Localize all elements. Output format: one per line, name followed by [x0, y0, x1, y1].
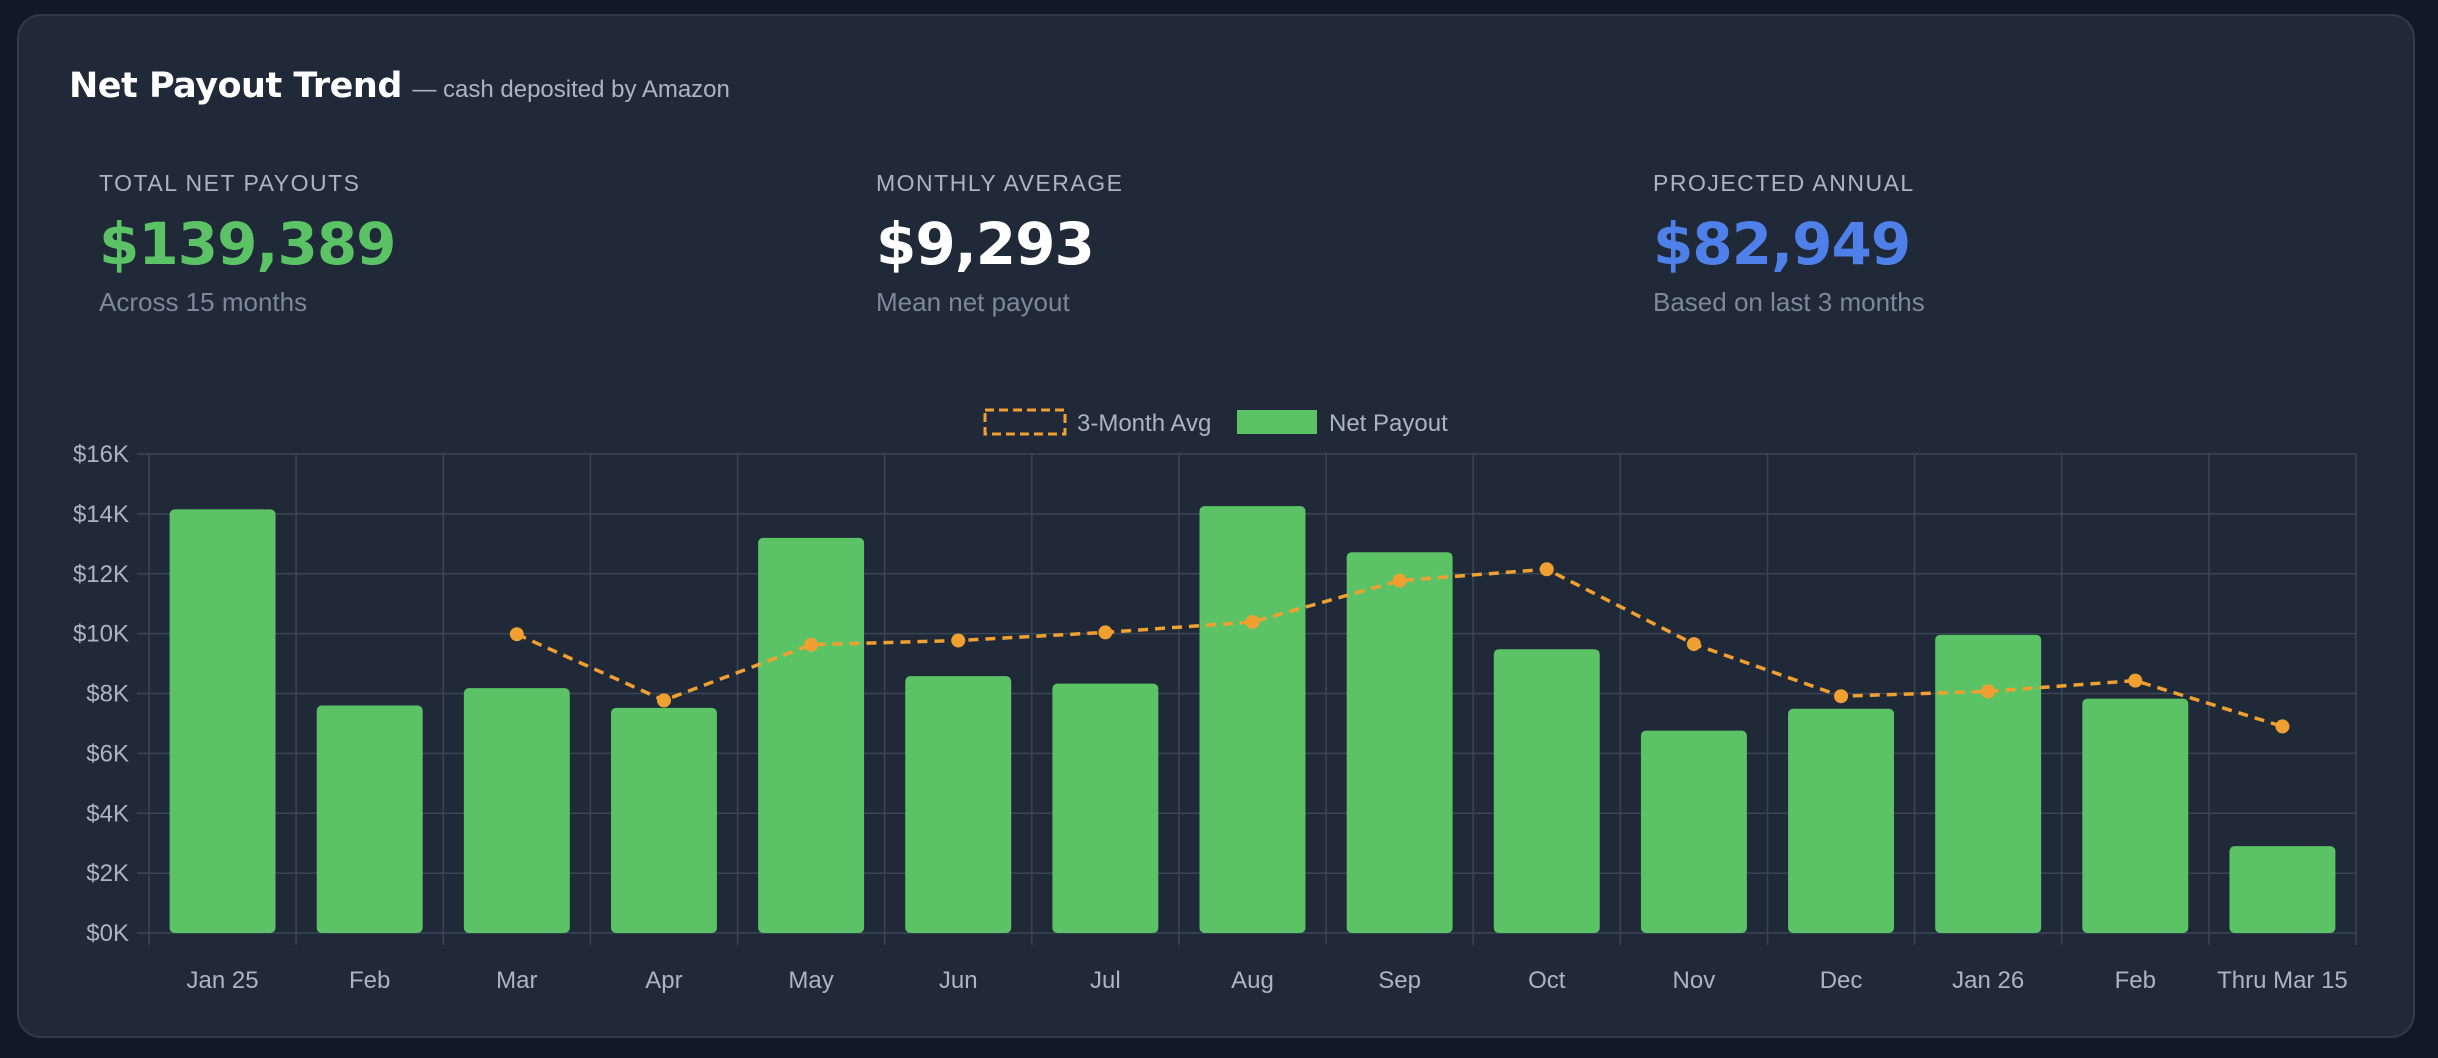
bar-net-payout [1199, 506, 1306, 933]
point-3-month-avg [1098, 625, 1113, 640]
chart-title: Net Payout Trend [69, 66, 402, 106]
stat-label: PROJECTED ANNUAL [1653, 170, 1915, 196]
bar-net-payout [2082, 698, 2189, 933]
net-payout-chart: $0K $2K $4K $6K $8K $10K $12K $14K $16K Jan 25 Feb… [73, 408, 2357, 994]
stat-label: TOTAL NET PAYOUTS [99, 170, 361, 196]
point-3-month-avg [509, 627, 524, 642]
stat-projected-annual: PROJECTED ANNUAL $82,949 Based on last 3… [1653, 170, 1925, 318]
point-3-month-avg [1392, 573, 1407, 588]
bar-net-payout [169, 509, 276, 933]
point-3-month-avg [1834, 689, 1849, 704]
stat-total-net-payouts: TOTAL NET PAYOUTS $139,389 Across 15 mon… [99, 170, 397, 318]
bar-net-payout [905, 676, 1012, 933]
y-tick-label: $2K [86, 860, 129, 887]
chart-header: Net Payout Trend — cash deposited by Ama… [69, 66, 730, 106]
x-tick-label: Oct [1528, 967, 1566, 994]
stat-sub: Across 15 months [99, 287, 308, 317]
point-3-month-avg [1981, 684, 1996, 699]
bar-net-payout [463, 688, 570, 933]
bar-net-payout [1346, 552, 1453, 933]
x-tick-label: Aug [1231, 967, 1274, 994]
y-tick-label: $4K [86, 800, 129, 827]
legend-swatch-net-payout [1237, 410, 1317, 434]
bar-net-payout [1640, 730, 1747, 933]
stat-value: $82,949 [1653, 210, 1911, 278]
point-3-month-avg [1686, 637, 1701, 652]
x-tick-label: Sep [1378, 967, 1421, 994]
point-3-month-avg [804, 637, 819, 652]
x-tick-label: Feb [2115, 967, 2156, 994]
point-3-month-avg [656, 693, 671, 708]
legend-label-net-payout: Net Payout [1329, 410, 1448, 437]
y-tick-label: $12K [73, 561, 129, 588]
y-tick-label: $16K [73, 441, 129, 468]
x-tick-label: Jan 25 [187, 967, 259, 994]
x-tick-label: Jun [939, 967, 978, 994]
x-tick-label: May [788, 967, 833, 994]
point-3-month-avg [2128, 673, 2143, 688]
y-tick-label: $6K [86, 740, 129, 767]
x-tick-label: Feb [349, 967, 390, 994]
stat-monthly-average: MONTHLY AVERAGE $9,293 Mean net payout [876, 170, 1123, 318]
x-tick-label: Jan 26 [1952, 967, 2024, 994]
chart-subtitle: — cash deposited by Amazon [412, 76, 730, 103]
stat-value: $9,293 [876, 210, 1095, 278]
stat-sub: Mean net payout [876, 287, 1070, 317]
point-3-month-avg [951, 633, 966, 648]
bar-net-payout [1052, 683, 1159, 933]
point-3-month-avg [1245, 614, 1260, 629]
bar-net-payout [1493, 649, 1600, 933]
y-tick-label: $0K [86, 920, 129, 947]
x-tick-label: Jul [1090, 967, 1121, 994]
legend-label-3-month-avg: 3-Month Avg [1077, 410, 1211, 437]
bar-net-payout [316, 705, 423, 933]
x-tick-label: Apr [645, 967, 682, 994]
y-tick-label: $14K [73, 501, 129, 528]
y-tick-label: $10K [73, 621, 129, 648]
x-tick-label: Thru Mar 15 [2217, 967, 2348, 994]
y-tick-label: $8K [86, 681, 129, 708]
x-tick-label: Mar [496, 967, 537, 994]
bar-net-payout [1788, 708, 1895, 933]
legend-swatch-3-month-avg [983, 408, 1067, 436]
bar-net-payout [758, 537, 865, 933]
x-tick-label: Nov [1673, 967, 1716, 994]
stat-value: $139,389 [99, 210, 397, 278]
x-tick-label: Dec [1820, 967, 1863, 994]
point-3-month-avg [1539, 562, 1554, 577]
stat-sub: Based on last 3 months [1653, 287, 1925, 317]
bar-net-payout [1935, 634, 2042, 933]
bar-net-payout [610, 707, 717, 933]
stat-label: MONTHLY AVERAGE [876, 170, 1124, 196]
bar-net-payout [2229, 846, 2336, 933]
point-3-month-avg [2275, 719, 2290, 734]
